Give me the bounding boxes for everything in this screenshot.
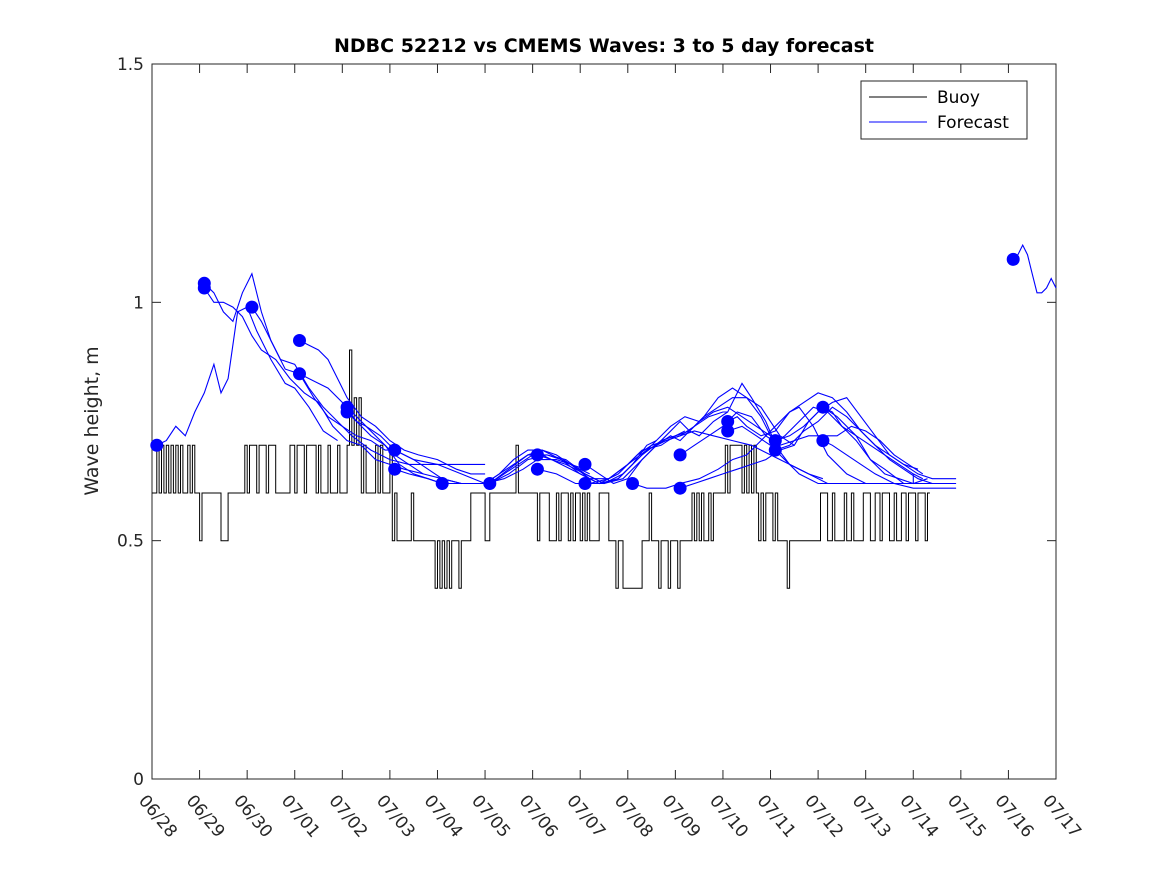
- forecast-markers: [150, 252, 1020, 495]
- forecast-line: [1012, 243, 1057, 294]
- forecast-start-marker: [816, 400, 830, 414]
- forecast-start-marker: [435, 477, 449, 490]
- forecast-line: [346, 406, 586, 485]
- forecast-start-marker: [673, 448, 687, 462]
- forecast-start-marker: [626, 477, 639, 490]
- forecast-line: [822, 406, 957, 485]
- plot-area: [150, 63, 1057, 780]
- forecast-start-marker: [245, 300, 259, 314]
- forecast-start-marker: [293, 334, 306, 347]
- buoy-line: [152, 349, 930, 589]
- forecast-line: [156, 306, 338, 446]
- forecast-line: [299, 340, 486, 475]
- forecast-start-marker: [578, 477, 592, 490]
- axes-box: [151, 63, 1057, 780]
- buoy-series: [152, 349, 930, 589]
- forecast-line: [727, 392, 919, 470]
- forecast-line: [203, 287, 424, 475]
- forecast-start-marker: [340, 405, 354, 419]
- forecast-start-marker: [293, 367, 306, 381]
- forecast-line: [585, 382, 866, 485]
- forecast-start-marker: [197, 281, 211, 295]
- legend-forecast-label: Forecast: [937, 113, 1009, 133]
- y-tick-label: 0.5: [117, 532, 144, 552]
- forecast-start-marker: [530, 448, 544, 462]
- forecast-line: [775, 397, 957, 480]
- y-tick-label: 1: [133, 293, 144, 313]
- forecast-start-marker: [721, 424, 735, 438]
- y-tick-label: 1.5: [117, 55, 144, 75]
- forecast-start-marker: [483, 477, 497, 490]
- forecast-start-marker: [388, 443, 402, 457]
- forecast-start-marker: [816, 434, 830, 448]
- forecast-start-marker: [1006, 252, 1020, 266]
- forecast-start-marker: [768, 443, 782, 457]
- forecast-line: [537, 397, 795, 485]
- forecast-start-marker: [150, 438, 164, 452]
- legend-buoy-label: Buoy: [937, 88, 980, 108]
- forecast-line: [822, 440, 957, 489]
- legend-box: [860, 80, 1028, 140]
- forecast-line: [203, 272, 395, 451]
- forecast-start-marker: [388, 462, 402, 476]
- forecast-start-marker: [768, 434, 782, 448]
- forecast-line: [775, 406, 947, 485]
- chart-title: NDBC 52212 vs CMEMS Waves: 3 to 5 day fo…: [334, 35, 874, 57]
- forecast-start-marker: [530, 462, 544, 476]
- forecast-start-marker: [673, 481, 687, 495]
- y-axis-label: Wave height, m: [81, 346, 103, 495]
- legend: Buoy Forecast: [860, 80, 1028, 140]
- forecast-series-group: [156, 243, 1057, 489]
- forecast-line: [679, 411, 924, 475]
- forecast-start-marker: [578, 457, 592, 471]
- forecast-start-marker: [721, 415, 735, 428]
- y-tick-label: 0: [133, 770, 144, 790]
- y-axis-ticks: 0 0.5 1 1.5: [117, 55, 1056, 790]
